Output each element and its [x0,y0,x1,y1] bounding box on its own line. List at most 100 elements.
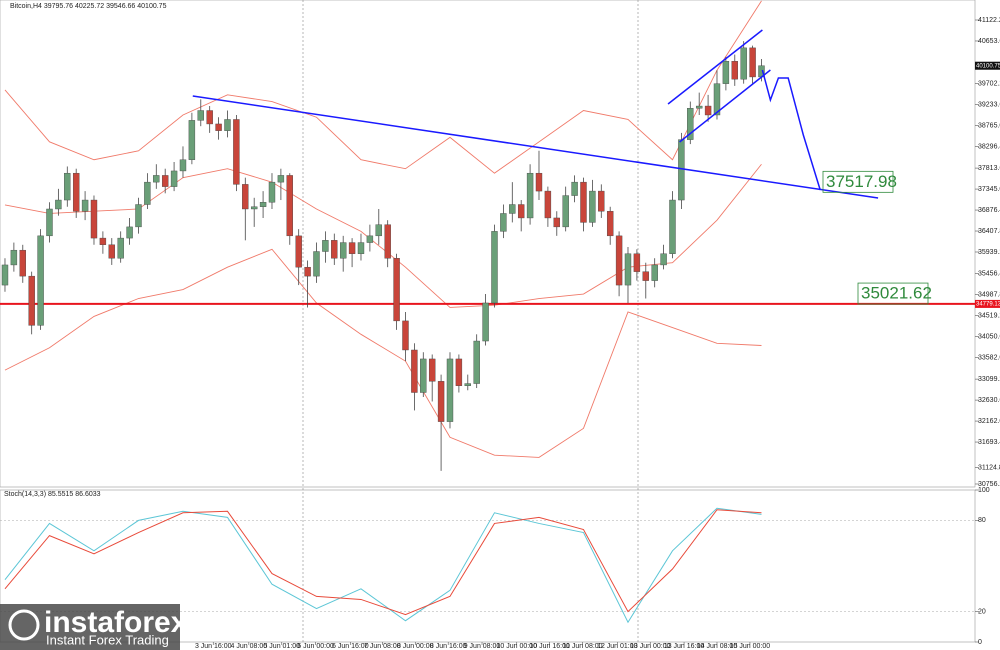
x-tick-label: 15 Jun 00:00 [730,643,771,650]
candle-body [464,383,471,386]
trendline [761,69,821,191]
candle-body [624,253,632,286]
candle-body [642,271,649,281]
y-tick-label: 34519.20 [978,312,1000,319]
candle-body [375,224,382,237]
candle-body [197,110,204,121]
logo-tagline: Instant Forex Trading [46,632,169,647]
y-tick-label: 34050.60 [978,333,1000,340]
candle-body [660,253,667,266]
x-tick-label: 4 Jun 08:00 [231,643,268,650]
chart-title: Bitcoin,H4 39795.76 40225.72 39546.66 40… [10,3,167,10]
y-tick-label: 30756.20 [978,481,1000,488]
candle-body [215,123,222,131]
hline-label-bg [975,299,1000,308]
main-pane [0,0,976,488]
trendline [192,95,879,199]
x-tick-label: 6 Jun 00:00 [297,643,334,650]
y-tick-label: 38765.00 [978,122,1000,129]
candle-body [313,251,320,277]
candle-body [598,190,605,212]
x-tick-label: 10 Jun 00:00 [496,643,537,650]
candle-body [393,258,400,322]
candle-body [348,242,356,254]
logo-icon [8,609,40,641]
level-label: 35021.62 [861,284,932,303]
candle-body [411,349,418,393]
stoch-title: Stoch(14,3,3) 85.5515 86.6033 [4,491,101,498]
candle-body [161,175,169,187]
x-tick-label: 10 Jun 16:00 [529,643,570,650]
candle-body [55,199,62,210]
y-tick-label: 32630.60 [978,397,1000,404]
candle-body [517,204,525,219]
candle-body [295,235,302,268]
candle-body [589,190,596,223]
band [4,248,762,458]
x-tick-label: 13 Jun 00:00 [630,643,671,650]
candle-body [420,358,427,393]
band [4,0,762,174]
y-tick-label: 36407.80 [978,228,1000,235]
x-tick-label: 13 Jun 16:00 [664,643,705,650]
candle-body [135,204,142,228]
trendline [667,29,763,105]
candle-body [304,266,311,277]
candle-body [571,181,578,196]
candle-body [357,242,365,254]
y-tick-label: 33582.00 [978,354,1000,361]
candle-body [562,195,569,228]
candle-body [553,217,560,228]
y-tick-label: 31124.80 [978,464,1000,471]
candle-body [1,264,9,286]
candle-body [704,105,712,116]
candle-body [455,358,463,386]
candle-body [179,159,187,172]
x-tick-label: 8 Jun 00:00 [397,643,434,650]
level-box [857,282,929,305]
logo-name: instaforex [44,606,188,639]
y-tick-label: 32162.00 [978,418,1000,425]
candle-body [242,184,249,210]
candle-body [28,275,35,326]
candle-body [37,235,44,326]
candle-body [678,139,685,201]
candle-body [544,190,552,219]
candle-body [402,320,409,351]
candle-body [509,204,516,214]
y-tick-label: 0 [978,639,982,646]
x-tick-label: 9 Jun 08:00 [464,643,501,650]
candle-body [437,381,445,422]
x-tick-label: 11 Jun 08:00 [563,643,603,650]
candle-body [384,224,391,259]
y-tick-label: 20 [978,608,986,615]
y-tick-label: 41122.20 [978,17,1000,24]
candle-body [259,202,267,207]
candle-body [535,172,543,192]
candle-body [233,119,240,185]
candle-body [170,170,178,187]
candle-body [749,47,756,78]
candle-body [250,206,258,210]
candle-body [713,83,721,116]
stoch-line [4,507,762,624]
stoch-line [4,509,762,616]
candle-body [10,249,18,266]
x-tick-label: 8 Jun 16:00 [430,643,467,650]
candle-body [500,213,507,232]
candle-body [482,302,489,342]
y-tick-label: 40653.60 [978,38,1000,45]
y-tick-label: 36876.40 [978,207,1000,214]
x-tick-label: 7 Jun 08:00 [364,643,401,650]
candle-body [722,61,730,84]
y-tick-label: 35939.20 [978,249,1000,256]
candle-body [64,172,71,201]
candle-body [46,208,53,237]
level-box [822,170,894,193]
candle-body [633,253,641,272]
y-tick-label: 34987.80 [978,291,1000,298]
candle-body [606,211,614,237]
candle-body [366,235,374,243]
